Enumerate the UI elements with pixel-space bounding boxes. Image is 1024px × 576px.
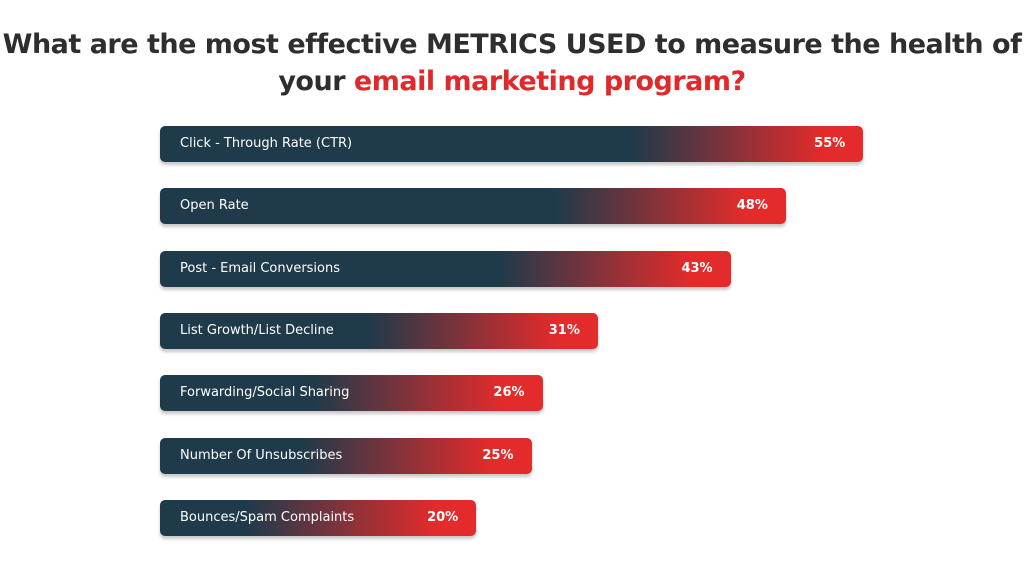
bar: Click - Through Rate (CTR) 55% <box>160 126 864 162</box>
bar-label: Post - Email Conversions <box>180 260 341 276</box>
bar: Forwarding/Social Sharing 26% <box>160 375 543 412</box>
bar-label: Bounces/Spam Complaints <box>180 509 355 525</box>
title-text: What are the most effective METRICS USED… <box>2 29 1022 97</box>
data-label: 26% <box>493 385 525 401</box>
bar-label: Number Of Unsubscribes <box>180 447 343 463</box>
data-label: 25% <box>482 447 514 463</box>
bar: List Growth/List Decline 31% <box>160 312 598 349</box>
bar-label: Forwarding/Social Sharing <box>180 385 350 401</box>
bar: Number Of Unsubscribes 25% <box>160 437 532 474</box>
bar-label: List Growth/List Decline <box>180 322 334 338</box>
title-highlight: email marketing program? <box>353 66 746 97</box>
bar-label: Open Rate <box>180 198 249 214</box>
data-label: 55% <box>814 136 846 151</box>
data-label: 48% <box>736 198 768 214</box>
bar-label: Click - Through Rate (CTR) <box>180 136 353 151</box>
data-label: 43% <box>681 260 713 276</box>
data-label: 31% <box>548 322 580 338</box>
chart-title: What are the most effective METRICS USED… <box>0 26 1024 100</box>
bar: Post - Email Conversions 43% <box>160 250 731 287</box>
bar: Bounces/Spam Complaints 20% <box>160 499 477 536</box>
bar: Open Rate 48% <box>160 188 786 225</box>
data-label: 20% <box>427 509 459 525</box>
